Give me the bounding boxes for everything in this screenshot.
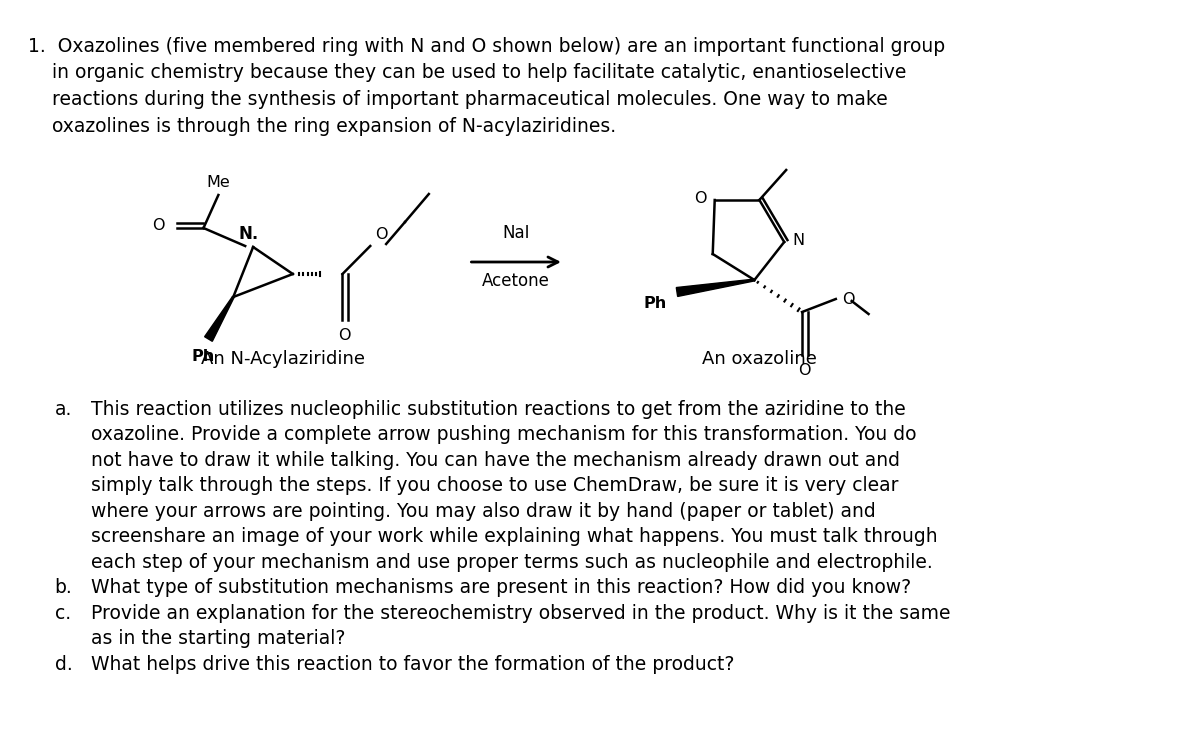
Polygon shape bbox=[677, 279, 755, 296]
Text: O: O bbox=[376, 227, 388, 242]
Text: N: N bbox=[792, 232, 804, 247]
Text: An N-Acylaziridine: An N-Acylaziridine bbox=[200, 350, 365, 368]
Text: in organic chemistry because they can be used to help facilitate catalytic, enan: in organic chemistry because they can be… bbox=[28, 63, 906, 83]
Text: O: O bbox=[152, 219, 164, 234]
Text: oxazolines is through the ring expansion of N-acylaziridines.: oxazolines is through the ring expansion… bbox=[28, 117, 616, 135]
Text: O: O bbox=[841, 292, 854, 307]
Text: What type of substitution mechanisms are present in this reaction? How did you k: What type of substitution mechanisms are… bbox=[91, 578, 912, 598]
Text: Ph: Ph bbox=[192, 349, 215, 364]
Text: Me: Me bbox=[206, 175, 230, 190]
Polygon shape bbox=[205, 296, 234, 341]
Text: An oxazoline: An oxazoline bbox=[702, 350, 817, 368]
Text: not have to draw it while talking. You can have the mechanism already drawn out : not have to draw it while talking. You c… bbox=[91, 451, 900, 470]
Text: d.: d. bbox=[54, 655, 72, 674]
Text: What helps drive this reaction to favor the formation of the product?: What helps drive this reaction to favor … bbox=[91, 655, 734, 674]
Text: c.: c. bbox=[54, 604, 71, 623]
Text: O: O bbox=[798, 363, 810, 378]
Text: NaI: NaI bbox=[503, 224, 530, 242]
Text: Provide an explanation for the stereochemistry observed in the product. Why is i: Provide an explanation for the stereoche… bbox=[91, 604, 950, 623]
Text: oxazoline. Provide a complete arrow pushing mechanism for this transformation. Y: oxazoline. Provide a complete arrow push… bbox=[91, 426, 917, 444]
Text: N.: N. bbox=[238, 225, 258, 243]
Text: reactions during the synthesis of important pharmaceutical molecules. One way to: reactions during the synthesis of import… bbox=[28, 90, 888, 109]
Text: screenshare an image of your work while explaining what happens. You must talk t: screenshare an image of your work while … bbox=[91, 527, 938, 547]
Text: This reaction utilizes nucleophilic substitution reactions to get from the aziri: This reaction utilizes nucleophilic subs… bbox=[91, 400, 906, 419]
Text: as in the starting material?: as in the starting material? bbox=[91, 629, 346, 648]
Text: O: O bbox=[695, 190, 707, 205]
Text: Acetone: Acetone bbox=[482, 272, 550, 290]
Text: where your arrows are pointing. You may also draw it by hand (paper or tablet) a: where your arrows are pointing. You may … bbox=[91, 502, 876, 521]
Text: a.: a. bbox=[54, 400, 72, 419]
Text: O: O bbox=[338, 328, 350, 343]
Text: each step of your mechanism and use proper terms such as nucleophile and electro: each step of your mechanism and use prop… bbox=[91, 553, 934, 572]
Text: Ph: Ph bbox=[644, 296, 667, 311]
Text: 1.  Oxazolines (five membered ring with N and O shown below) are an important fu: 1. Oxazolines (five membered ring with N… bbox=[28, 37, 944, 56]
Text: simply talk through the steps. If you choose to use ChemDraw, be sure it is very: simply talk through the steps. If you ch… bbox=[91, 477, 899, 496]
Text: b.: b. bbox=[54, 578, 72, 598]
